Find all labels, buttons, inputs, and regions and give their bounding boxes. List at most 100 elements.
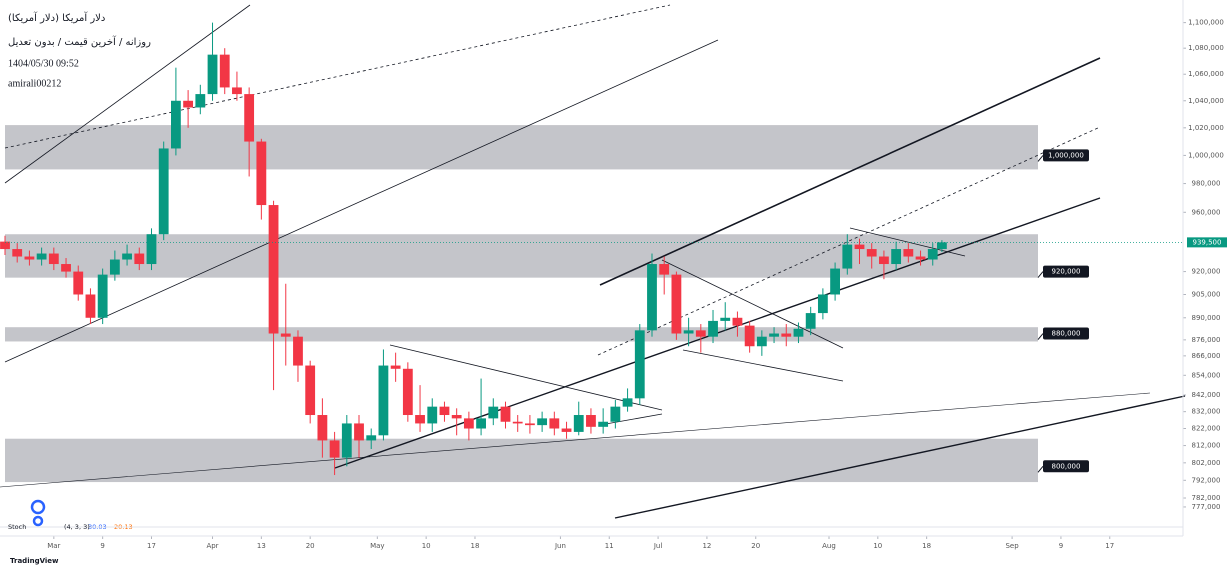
y-tick-label: 876,000 [1192, 336, 1221, 344]
logo-circle [32, 515, 44, 527]
zone-label-connector [1037, 271, 1044, 278]
zone-label-connector [1037, 333, 1044, 340]
candle-body [378, 365, 389, 436]
candle-body [207, 54, 218, 95]
candle-body [366, 435, 377, 441]
zone-band [5, 327, 1038, 342]
candle-body [659, 264, 670, 275]
candle-body [97, 274, 108, 318]
y-tick-label: 890,000 [1192, 314, 1221, 322]
trend-line [599, 413, 663, 426]
logo-icon [30, 499, 46, 527]
y-tick-label: 960,000 [1192, 208, 1221, 216]
candle-body [671, 274, 682, 334]
x-tick-label: 18 [922, 542, 931, 550]
candle-body [256, 141, 267, 206]
y-tick-label: 980,000 [1192, 180, 1221, 188]
y-tick-label: 1,060,000 [1188, 70, 1224, 78]
trend-line [4, 4, 671, 149]
candle-body [854, 244, 865, 250]
candle-body [793, 328, 804, 337]
candle-body [866, 249, 877, 257]
candle-body [842, 244, 853, 269]
candle-body [769, 333, 779, 337]
candle-body [183, 100, 194, 108]
candle-body [683, 330, 694, 334]
candle-body [586, 415, 596, 427]
trend-line [4, 39, 719, 363]
y-tick-label: 920,000 [1192, 268, 1221, 276]
candle-body [525, 423, 535, 426]
candle-body [610, 406, 621, 422]
candle-body [244, 94, 255, 142]
zone-label-connector [1037, 465, 1044, 473]
candle-body [170, 100, 181, 149]
x-tick-label: 17 [1105, 542, 1114, 550]
indicator-params: (4, 3, 3) [64, 523, 90, 531]
x-tick-label: May [370, 542, 384, 550]
candle-body [830, 268, 840, 295]
brand-text: TradingView [10, 557, 59, 565]
y-tick-label: 854,000 [1192, 371, 1221, 379]
x-tick-label: 20 [751, 542, 760, 550]
zone-label-box [1043, 327, 1089, 340]
candle-body [476, 418, 486, 429]
x-tick-label: Jun [554, 542, 566, 550]
zone-label: 880,000 [1052, 330, 1081, 338]
candle-body [915, 256, 926, 260]
x-tick-label: 20 [306, 542, 315, 550]
candle-body [573, 415, 584, 432]
zone-label-box [1043, 460, 1089, 473]
candle-body [305, 365, 316, 416]
x-tick-label: 9 [100, 542, 104, 550]
candle-body [73, 271, 84, 295]
y-tick-label: 866,000 [1192, 352, 1221, 360]
zone-label: 920,000 [1052, 268, 1081, 276]
y-tick-label: 1,080,000 [1188, 44, 1224, 52]
trend-lines [0, 4, 1186, 519]
chart-subtitle: روزانه / آخرین قیمت / بدون تعدیل [8, 35, 151, 48]
trend-line [4, 4, 251, 184]
zone-label-connector [1037, 155, 1044, 162]
zone-label: 1,000,000 [1048, 151, 1084, 159]
candle-body [317, 415, 328, 441]
y-tick-label: 832,000 [1192, 408, 1221, 416]
candle-body [927, 249, 938, 260]
chart-title: دلار آمریکا (دلار آمریکا) [8, 11, 105, 24]
candle-body [232, 87, 242, 95]
candle-body [903, 249, 914, 257]
candle-body [195, 94, 206, 108]
zone-band [5, 438, 1038, 483]
x-tick-label: Aug [822, 542, 836, 550]
x-tick-label: 10 [422, 542, 431, 550]
trend-line [599, 57, 1101, 286]
y-tick-label: 777,000 [1192, 503, 1221, 511]
candle-body [146, 234, 157, 265]
y-tick-label: 905,000 [1192, 290, 1221, 298]
zone-label-box [1043, 265, 1089, 278]
indicator-name: Stoch [8, 523, 26, 531]
candle-body [647, 264, 657, 331]
candle-body [781, 333, 792, 337]
timestamp: 1404/05/30 09:52 [8, 58, 79, 69]
y-tick-label: 782,000 [1192, 494, 1221, 502]
candle-body [415, 415, 425, 424]
trend-line [682, 349, 844, 382]
candle-body [329, 440, 340, 458]
candle-body [756, 336, 767, 347]
candle-body [622, 398, 633, 407]
candle-body [549, 418, 560, 429]
candle-body [732, 317, 743, 326]
zone-label-box [1043, 149, 1089, 162]
x-tick-label: Jul [653, 542, 663, 550]
candle-body [537, 418, 548, 426]
candle-body [708, 320, 718, 337]
y-tick-label: 842,000 [1192, 391, 1221, 399]
x-tick-label: 18 [471, 542, 480, 550]
candles [0, 22, 947, 476]
candle-body [500, 406, 511, 422]
candle-body [219, 54, 230, 88]
